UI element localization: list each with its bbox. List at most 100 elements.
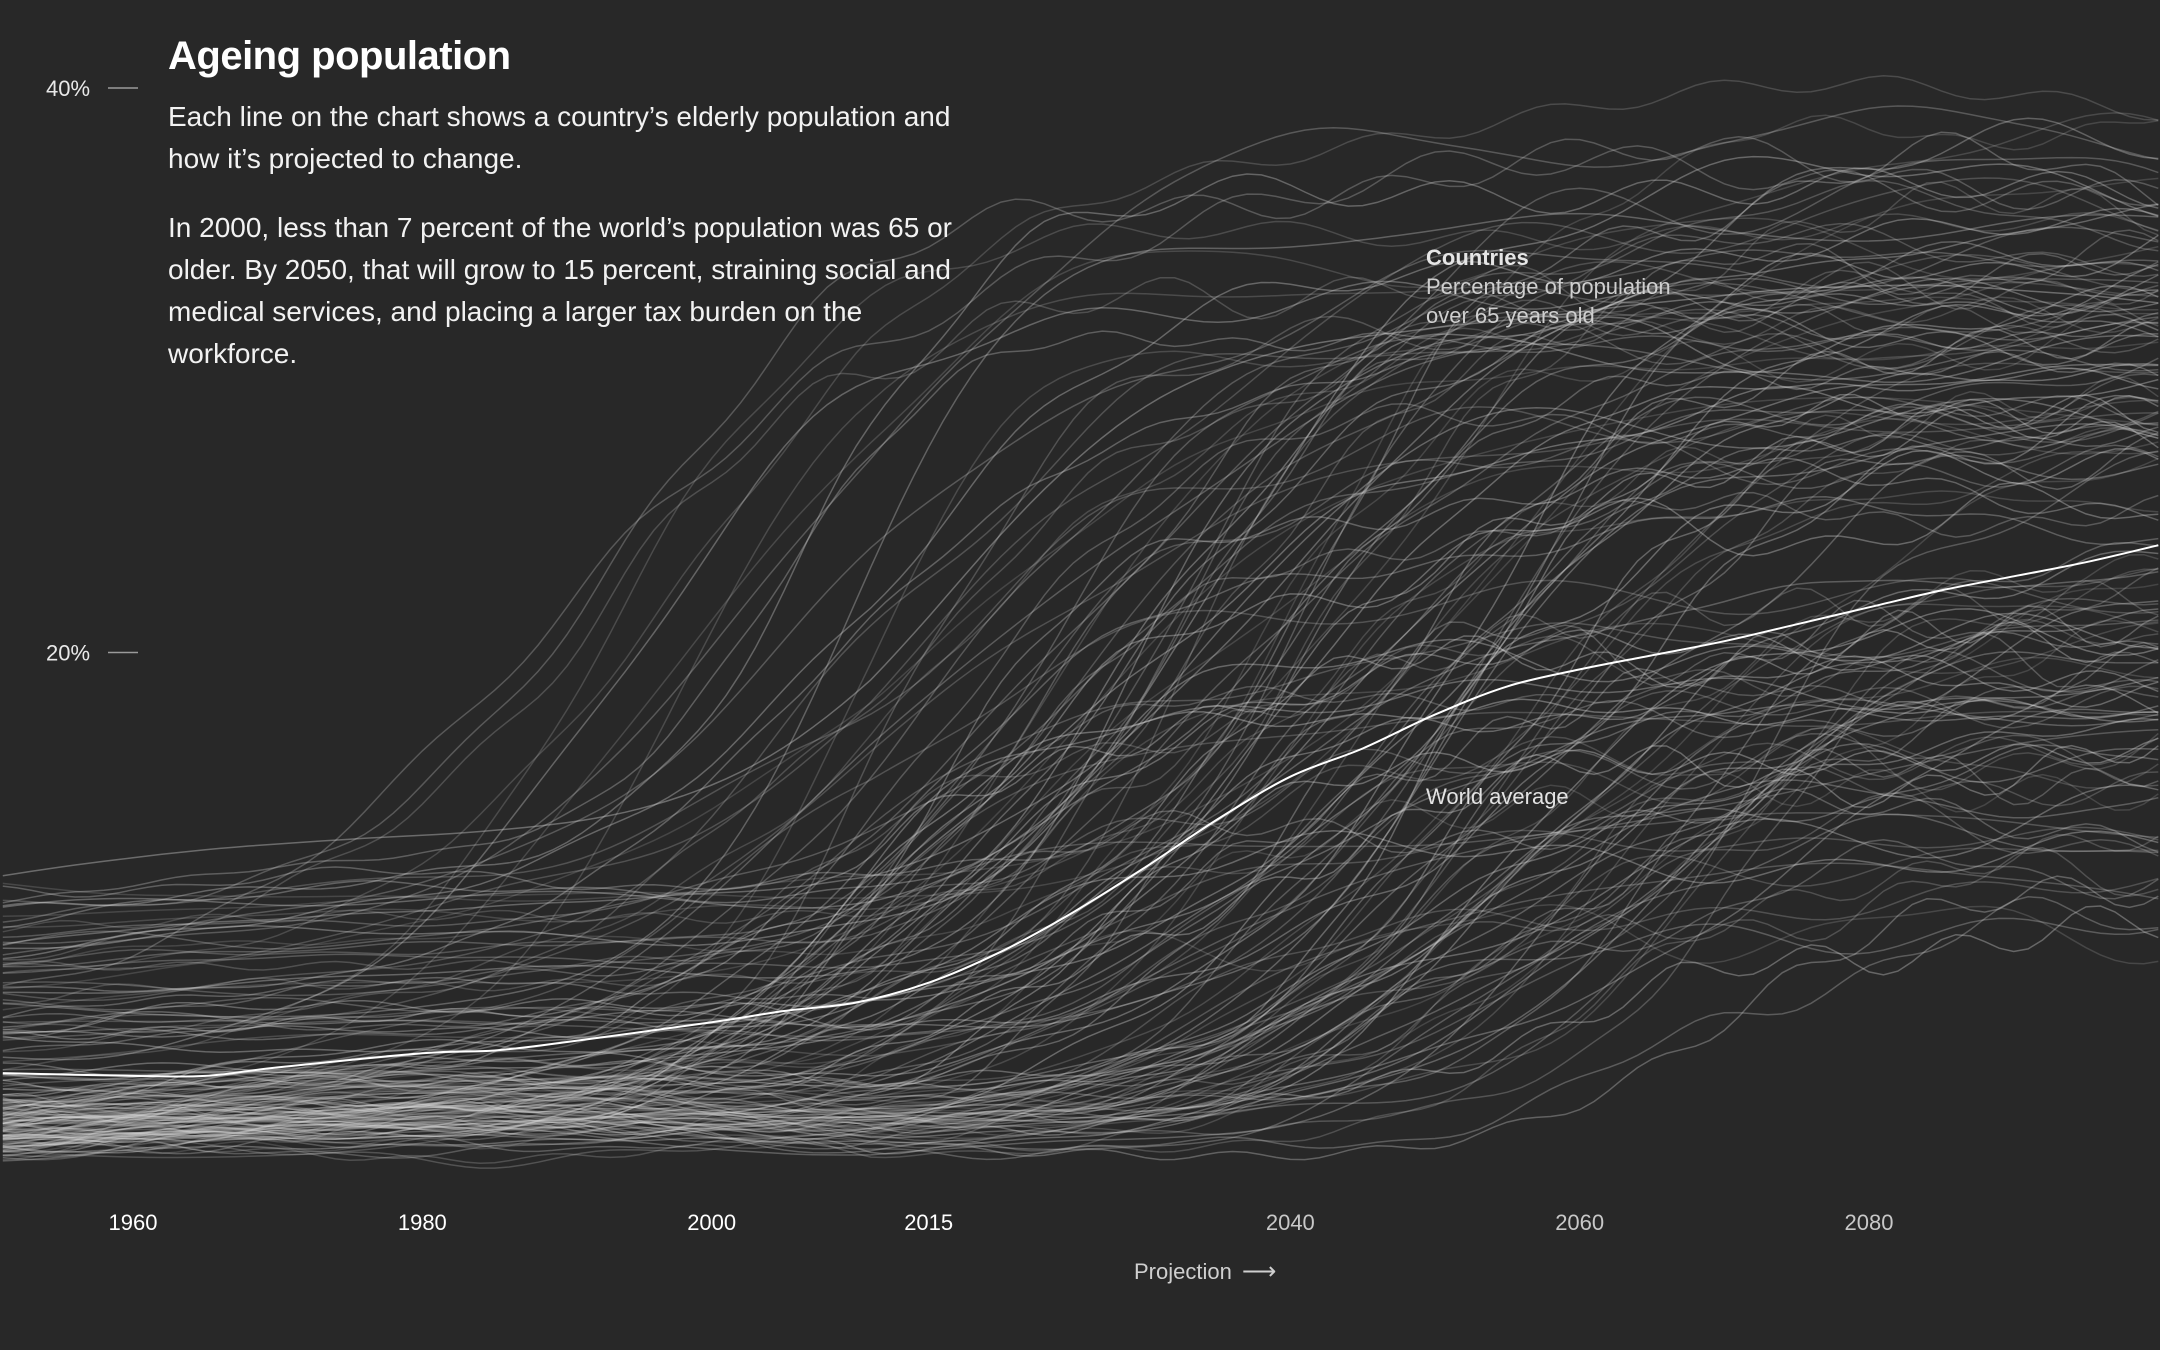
country-line-105 — [2, 367, 2159, 1053]
country-line-26 — [2, 813, 2159, 1151]
country-line-121 — [2, 310, 2159, 1108]
chart-title: Ageing population — [168, 34, 511, 78]
country-line-75 — [2, 608, 2159, 1122]
country-line-143 — [2, 341, 2159, 990]
country-line-90 — [2, 363, 2159, 1099]
country-line-28 — [2, 830, 2159, 1147]
country-line-134 — [2, 226, 2159, 944]
country-line-82 — [2, 605, 2159, 1119]
country-line-15 — [2, 748, 2159, 1128]
country-line-158 — [2, 284, 2159, 877]
country-line-132 — [2, 334, 2159, 994]
country-line-157 — [2, 181, 2159, 1005]
country-line-124 — [2, 333, 2159, 1105]
country-line-117 — [2, 396, 2159, 1125]
country-line-21 — [2, 736, 2159, 1125]
country-line-141 — [2, 131, 2159, 898]
country-line-47 — [2, 457, 2159, 1136]
country-line-166 — [2, 112, 2159, 928]
country-line-61 — [2, 490, 2159, 1115]
country-line-99 — [2, 412, 2159, 1024]
country-line-12 — [2, 726, 2159, 1137]
country-line-33 — [2, 766, 2159, 1161]
country-line-96 — [2, 315, 2159, 1120]
country-line-107 — [2, 321, 2159, 1103]
country-line-156 — [2, 180, 2159, 966]
x-tick-label-2015: 2015 — [904, 1210, 953, 1235]
country-line-106 — [2, 296, 2159, 1053]
country-line-56 — [2, 423, 2159, 1131]
country-line-29 — [2, 769, 2159, 1155]
country-line-64 — [2, 491, 2159, 1122]
country-line-25 — [2, 682, 2159, 1145]
country-line-23 — [2, 656, 2159, 1138]
country-line-155 — [2, 293, 2159, 993]
country-line-69 — [2, 583, 2159, 1132]
world-average-line — [2, 544, 2159, 1078]
country-line-4 — [2, 717, 2159, 1147]
country-line-14 — [2, 708, 2159, 1129]
country-line-79 — [2, 454, 2159, 1119]
country-line-30 — [2, 732, 2159, 1133]
x-tick-label-1960: 1960 — [109, 1210, 158, 1235]
country-line-71 — [2, 432, 2159, 1123]
x-tick-label-2040: 2040 — [1266, 1210, 1315, 1235]
country-line-147 — [2, 409, 2159, 938]
country-line-74 — [2, 450, 2159, 1103]
country-line-18 — [2, 710, 2159, 1159]
country-line-9 — [2, 629, 2159, 1143]
country-line-36 — [2, 685, 2159, 1124]
country-line-19 — [2, 896, 2159, 1161]
country-line-53 — [2, 618, 2159, 1129]
country-line-128 — [2, 394, 2159, 1034]
x-tick-label-2080: 2080 — [1845, 1210, 1894, 1235]
country-line-165 — [2, 114, 2159, 968]
country-line-27 — [2, 784, 2159, 1151]
country-line-119 — [2, 378, 2159, 1120]
country-line-24 — [2, 742, 2159, 1158]
country-line-40 — [2, 704, 2159, 1140]
country-line-65 — [2, 621, 2159, 1124]
country-line-86 — [2, 550, 2159, 1131]
country-line-7 — [2, 917, 2159, 1136]
country-line-133 — [2, 375, 2159, 933]
country-line-63 — [2, 597, 2159, 1121]
country-line-160 — [2, 117, 2159, 929]
country-line-17 — [2, 788, 2159, 1141]
country-line-88 — [2, 599, 2159, 1120]
country-line-37 — [2, 737, 2159, 1138]
country-line-154 — [2, 249, 2159, 974]
country-line-161 — [2, 177, 2159, 917]
country-line-45 — [2, 608, 2159, 1150]
country-line-72 — [2, 630, 2159, 1125]
country-line-103 — [2, 373, 2159, 1095]
intro-paragraph-2: In 2000, less than 7 percent of the worl… — [168, 212, 952, 369]
country-line-148 — [2, 145, 2159, 987]
country-line-5 — [2, 684, 2159, 1153]
country-line-116 — [2, 274, 2159, 1029]
country-line-3 — [2, 744, 2159, 1129]
country-line-129 — [2, 363, 2159, 1076]
country-line-122 — [2, 314, 2159, 1098]
country-line-113 — [2, 253, 2159, 1039]
country-line-120 — [2, 426, 2159, 1052]
country-line-162 — [2, 105, 2159, 956]
country-line-46 — [2, 580, 2159, 1152]
y-tick-label-20: 20% — [46, 641, 90, 666]
country-line-77 — [2, 676, 2159, 1120]
country-line-10 — [2, 862, 2159, 1130]
country-line-66 — [2, 448, 2159, 1144]
country-line-144 — [2, 396, 2159, 907]
country-line-101 — [2, 395, 2159, 1091]
country-line-152 — [2, 203, 2159, 946]
country-line-139 — [2, 167, 2159, 907]
country-line-93 — [2, 399, 2159, 1063]
country-line-130 — [2, 396, 2159, 1011]
country-line-110 — [2, 285, 2159, 1086]
country-line-67 — [2, 650, 2159, 1141]
country-line-136 — [2, 262, 2159, 902]
projection-text: Projection — [1134, 1259, 1232, 1284]
country-line-112 — [2, 222, 2159, 1110]
country-line-95 — [2, 278, 2159, 1041]
country-line-125 — [2, 263, 2159, 1039]
